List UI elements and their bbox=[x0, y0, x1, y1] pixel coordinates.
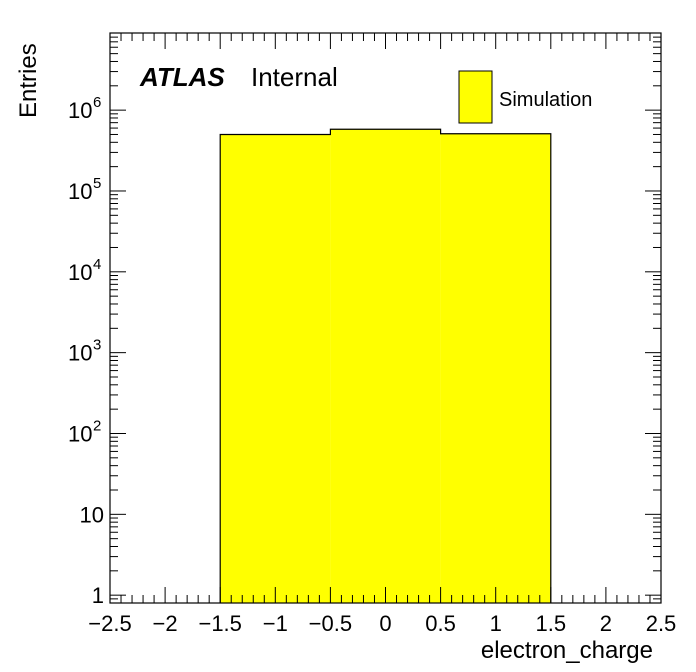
y-tick-label-exponent: 5 bbox=[93, 175, 101, 192]
x-tick-label: 2.5 bbox=[646, 611, 677, 636]
y-tick-label-exponent: 3 bbox=[93, 337, 101, 354]
y-tick-label: 10 bbox=[80, 502, 104, 527]
x-axis-title: electron_charge bbox=[481, 637, 653, 664]
internal-label: Internal bbox=[251, 62, 338, 92]
x-tick-label: 0.5 bbox=[425, 611, 456, 636]
histogram-bar bbox=[220, 134, 331, 604]
y-tick-label: 10 bbox=[68, 421, 92, 446]
x-tick-labels: −2.5 −2 −1.5 −1 −0.5 0 0.5 1 1.5 2 2.5 bbox=[88, 611, 676, 636]
x-tick-label: −1 bbox=[263, 611, 288, 636]
legend-label: Simulation bbox=[499, 89, 592, 111]
histogram-bar bbox=[440, 133, 551, 603]
y-tick-label: 10 bbox=[68, 341, 92, 366]
y-tick-label: 10 bbox=[68, 98, 92, 123]
x-tick-label: 1 bbox=[490, 611, 502, 636]
legend-swatch bbox=[458, 70, 493, 124]
y-minor-ticks bbox=[110, 32, 661, 604]
x-tick-label: −1.5 bbox=[198, 611, 241, 636]
y-axis-title: Entries bbox=[15, 43, 42, 118]
y-tick-label-exponent: 6 bbox=[93, 94, 101, 111]
x-tick-label: 2 bbox=[600, 611, 612, 636]
histogram-bars bbox=[219, 128, 552, 604]
atlas-label: ATLAS bbox=[139, 62, 225, 92]
plot-frame bbox=[109, 32, 662, 604]
y-tick-label-exponent: 4 bbox=[93, 256, 101, 273]
y-tick-label: 10 bbox=[68, 179, 92, 204]
x-tick-label: 0 bbox=[379, 611, 391, 636]
x-tick-label: −2.5 bbox=[88, 611, 131, 636]
y-tick-label-exponent: 2 bbox=[93, 417, 101, 434]
y-major-ticks bbox=[110, 109, 661, 596]
histogram-bar bbox=[330, 129, 441, 603]
x-tick-label: 1.5 bbox=[536, 611, 567, 636]
histogram-outline bbox=[219, 128, 552, 603]
x-minor-ticks bbox=[120, 33, 651, 603]
x-tick-label: −2 bbox=[153, 611, 178, 636]
x-tick-label: −0.5 bbox=[309, 611, 352, 636]
y-tick-label: 1 bbox=[92, 583, 104, 608]
y-tick-label: 10 bbox=[68, 260, 92, 285]
